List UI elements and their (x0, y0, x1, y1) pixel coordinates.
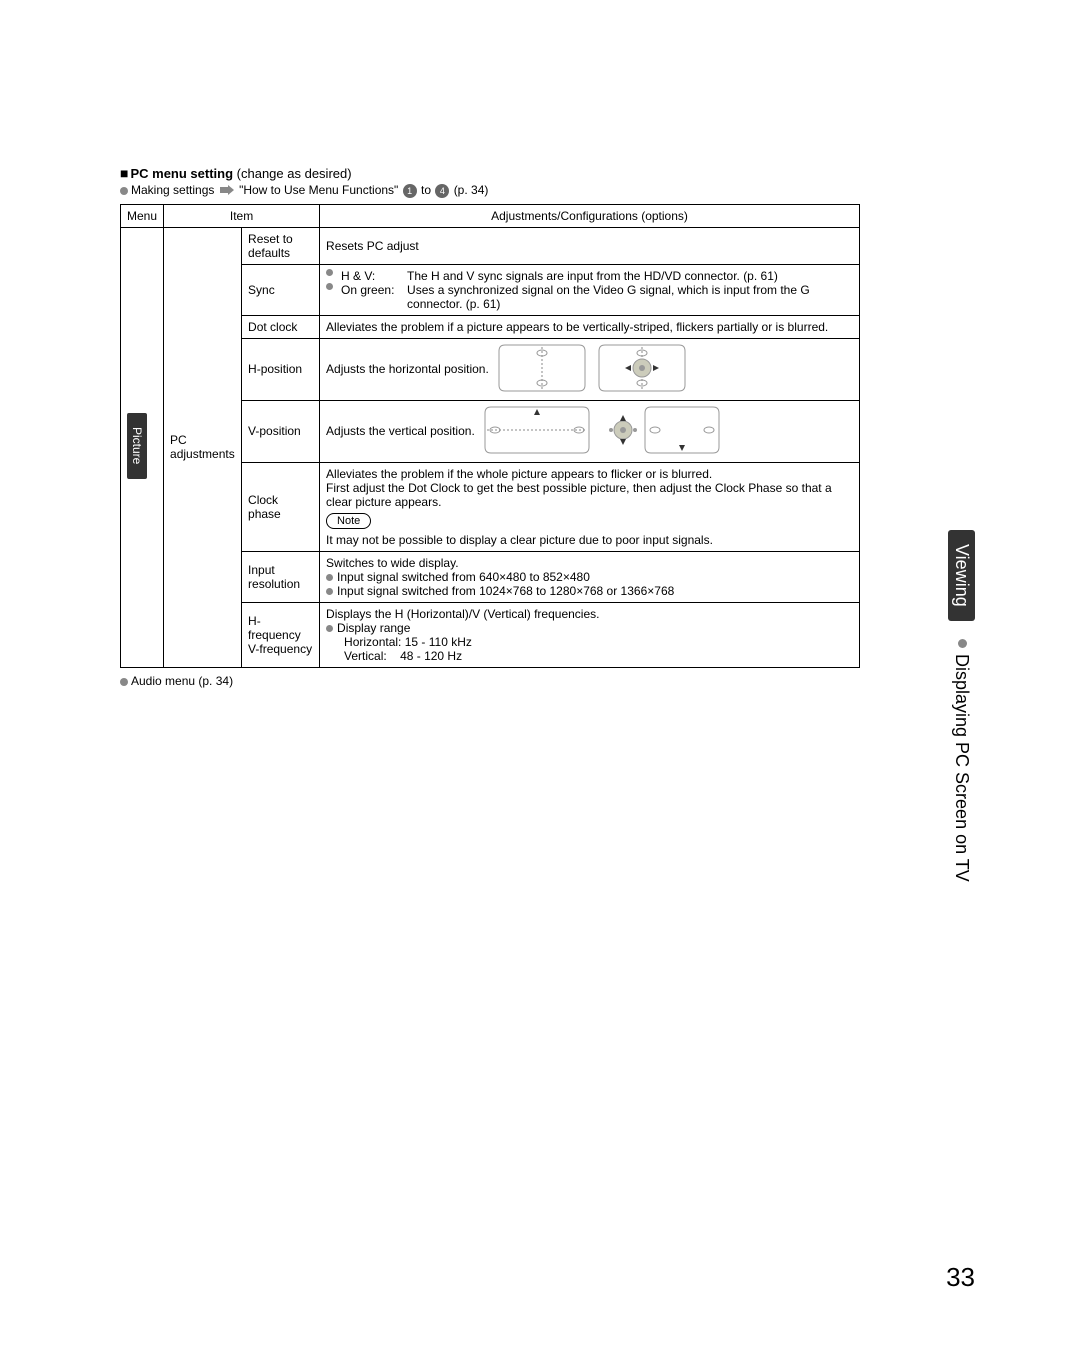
desc-cell: Switches to wide display. Input signal s… (320, 551, 860, 602)
bullet-icon (326, 625, 333, 632)
section-heading: ■PC menu setting (change as desired) (120, 165, 860, 181)
sync-key-hv: H & V: (341, 269, 403, 283)
sub-quote: "How to Use Menu Functions" (239, 183, 402, 197)
col-item: Item (164, 204, 320, 227)
item-cell: Dot clock (242, 315, 320, 338)
clockphase-l1: Alleviates the problem if the whole pict… (326, 467, 853, 481)
table-header-row: Menu Item Adjustments/Configurations (op… (121, 204, 860, 227)
item-cell: V-position (242, 400, 320, 462)
clockphase-l3: It may not be possible to display a clea… (326, 533, 853, 547)
heading-title: PC menu setting (130, 166, 233, 181)
bullet-icon (958, 639, 967, 648)
step-badge-1: 1 (403, 184, 417, 198)
table-row: Picture PC adjustments Reset to defaults… (121, 227, 860, 264)
desc-cell: Adjusts the horizontal position. (320, 338, 860, 400)
freq-l2: Display range (337, 621, 410, 635)
subheading-line: Making settings "How to Use Menu Functio… (120, 183, 860, 198)
item-group-cell: PC adjustments (164, 227, 242, 667)
hpos-text: Adjusts the horizontal position. (326, 362, 489, 376)
bullet-icon (326, 283, 333, 290)
arrow-icon (220, 184, 234, 198)
col-adjustments: Adjustments/Configurations (options) (320, 204, 860, 227)
sync-val-green: Uses a synchronized signal on the Video … (407, 283, 853, 311)
item-cell: H-frequency V-frequency (242, 602, 320, 667)
menu-cell: Picture (121, 227, 164, 667)
desc-cell: H & V: The H and V sync signals are inpu… (320, 264, 860, 315)
freq-h-val: 15 - 110 kHz (405, 635, 472, 649)
item-cell: H-position (242, 338, 320, 400)
freq-v-label: Vertical: (344, 649, 387, 663)
menu-label: Picture (127, 413, 147, 478)
inputres-l1: Switches to wide display. (326, 556, 853, 570)
to-text: to (421, 183, 434, 197)
item-cell: Reset to defaults (242, 227, 320, 264)
sync-val-hv: The H and V sync signals are input from … (407, 269, 853, 283)
item-cell: Input resolution (242, 551, 320, 602)
side-tab: Viewing Displaying PC Screen on TV (948, 530, 975, 882)
desc-cell: Displays the H (Horizontal)/V (Vertical)… (320, 602, 860, 667)
clockphase-l2: First adjust the Dot Clock to get the be… (326, 481, 853, 509)
side-rest-text: Displaying PC Screen on TV (952, 654, 972, 882)
bullet-icon (326, 269, 333, 276)
desc-cell: Resets PC adjust (320, 227, 860, 264)
step-badge-4: 4 (435, 184, 449, 198)
heading-paren: (change as desired) (233, 166, 352, 181)
desc-cell: Alleviates the problem if a picture appe… (320, 315, 860, 338)
side-viewing-label: Viewing (948, 530, 975, 621)
item-cell: Sync (242, 264, 320, 315)
side-rest: Displaying PC Screen on TV (951, 639, 972, 882)
inputres-l3: Input signal switched from 1024×768 to 1… (337, 584, 674, 598)
freq-v-val: 48 - 120 Hz (400, 649, 462, 663)
bullet-icon (326, 574, 333, 581)
desc-cell: Adjusts the vertical position. (320, 400, 860, 462)
sub-prefix: Making settings (131, 183, 218, 197)
freq-l1: Displays the H (Horizontal)/V (Vertical)… (326, 607, 853, 621)
footer-text: Audio menu (p. 34) (131, 674, 233, 688)
sub-page-ref: (p. 34) (454, 183, 489, 197)
vpos-diagram (483, 405, 723, 458)
footer-note: Audio menu (p. 34) (120, 674, 860, 688)
hpos-diagram (497, 343, 697, 396)
desc-cell: Alleviates the problem if the whole pict… (320, 462, 860, 551)
sync-key-green: On green: (341, 283, 403, 311)
settings-table: Menu Item Adjustments/Configurations (op… (120, 204, 860, 668)
bullet-icon (120, 187, 128, 195)
bullet-icon (326, 588, 333, 595)
freq-h-label: Horizontal: (344, 635, 401, 649)
item-cell: Clock phase (242, 462, 320, 551)
col-menu: Menu (121, 204, 164, 227)
square-bullet: ■ (120, 165, 128, 181)
bullet-icon (120, 678, 128, 686)
inputres-l2: Input signal switched from 640×480 to 85… (337, 570, 590, 584)
vpos-text: Adjusts the vertical position. (326, 424, 475, 438)
note-pill: Note (326, 513, 371, 529)
page-number: 33 (946, 1262, 975, 1293)
